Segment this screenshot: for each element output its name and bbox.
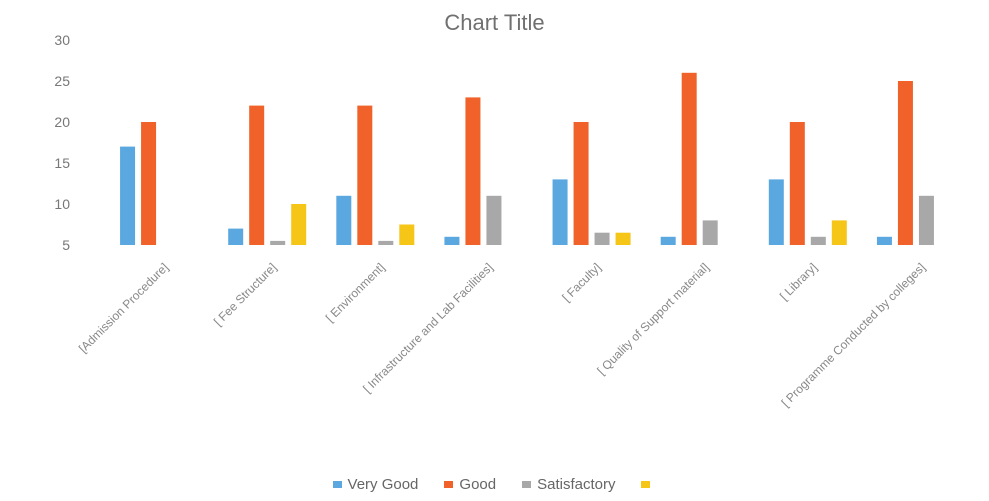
category-label: [ Quality of Support material] <box>594 260 711 377</box>
category-label: [ Fee Structure] <box>211 260 279 328</box>
category-label: [ Faculty] <box>559 260 603 304</box>
category-label: [Admission Procedure] <box>76 260 171 355</box>
bar <box>444 236 460 245</box>
bar <box>573 122 589 245</box>
y-tick-label: 20 <box>54 114 70 130</box>
bar <box>336 195 352 245</box>
bar <box>378 240 394 245</box>
y-tick-label: 5 <box>62 237 70 253</box>
y-tick-label: 25 <box>54 73 70 89</box>
bar <box>594 232 610 245</box>
bar <box>789 122 805 245</box>
bar <box>357 105 373 245</box>
bar <box>249 105 265 245</box>
chart-title: Chart Title <box>444 10 545 35</box>
legend-label: Good <box>459 476 497 493</box>
bars-group <box>120 72 934 246</box>
category-label: [ Environment] <box>323 260 388 325</box>
legend-swatch <box>332 481 342 488</box>
bar <box>660 236 676 245</box>
bar <box>897 81 913 245</box>
legend-item <box>641 476 656 493</box>
bar <box>918 195 934 245</box>
y-tick-label: 30 <box>54 32 70 48</box>
bar <box>141 122 157 245</box>
bar <box>270 240 286 245</box>
x-axis-labels: [Admission Procedure] [ Fee Structure] [ E… <box>76 260 928 410</box>
bar <box>465 97 481 246</box>
bar <box>228 228 244 245</box>
bar <box>702 220 718 245</box>
bar <box>486 195 502 245</box>
bar <box>120 146 136 245</box>
legend-label: Satisfactory <box>537 476 616 493</box>
bar <box>768 179 784 245</box>
bar <box>291 204 307 245</box>
legend-swatch <box>522 481 532 488</box>
legend-label: Very Good <box>347 476 419 493</box>
bar <box>876 236 892 245</box>
legend-item: Very Good <box>332 476 419 493</box>
category-label: [ Library] <box>777 260 820 303</box>
bar <box>831 220 847 245</box>
y-tick-label: 15 <box>54 155 70 171</box>
bar <box>810 236 826 245</box>
category-label: [ Infrastructure and Lab Facilities] <box>360 260 495 395</box>
bar <box>552 179 568 245</box>
legend-item: Good <box>444 476 496 493</box>
legend-swatch <box>641 481 651 488</box>
y-tick-label: 10 <box>54 196 70 212</box>
legend: Very Good Good Satisfactory <box>0 476 989 493</box>
legend-swatch <box>444 481 454 488</box>
y-axis-ticks: 5 10 15 20 25 30 <box>54 32 70 253</box>
legend-item: Satisfactory <box>522 476 615 493</box>
bar <box>681 72 697 245</box>
bar <box>615 232 631 245</box>
bar <box>399 224 415 245</box>
